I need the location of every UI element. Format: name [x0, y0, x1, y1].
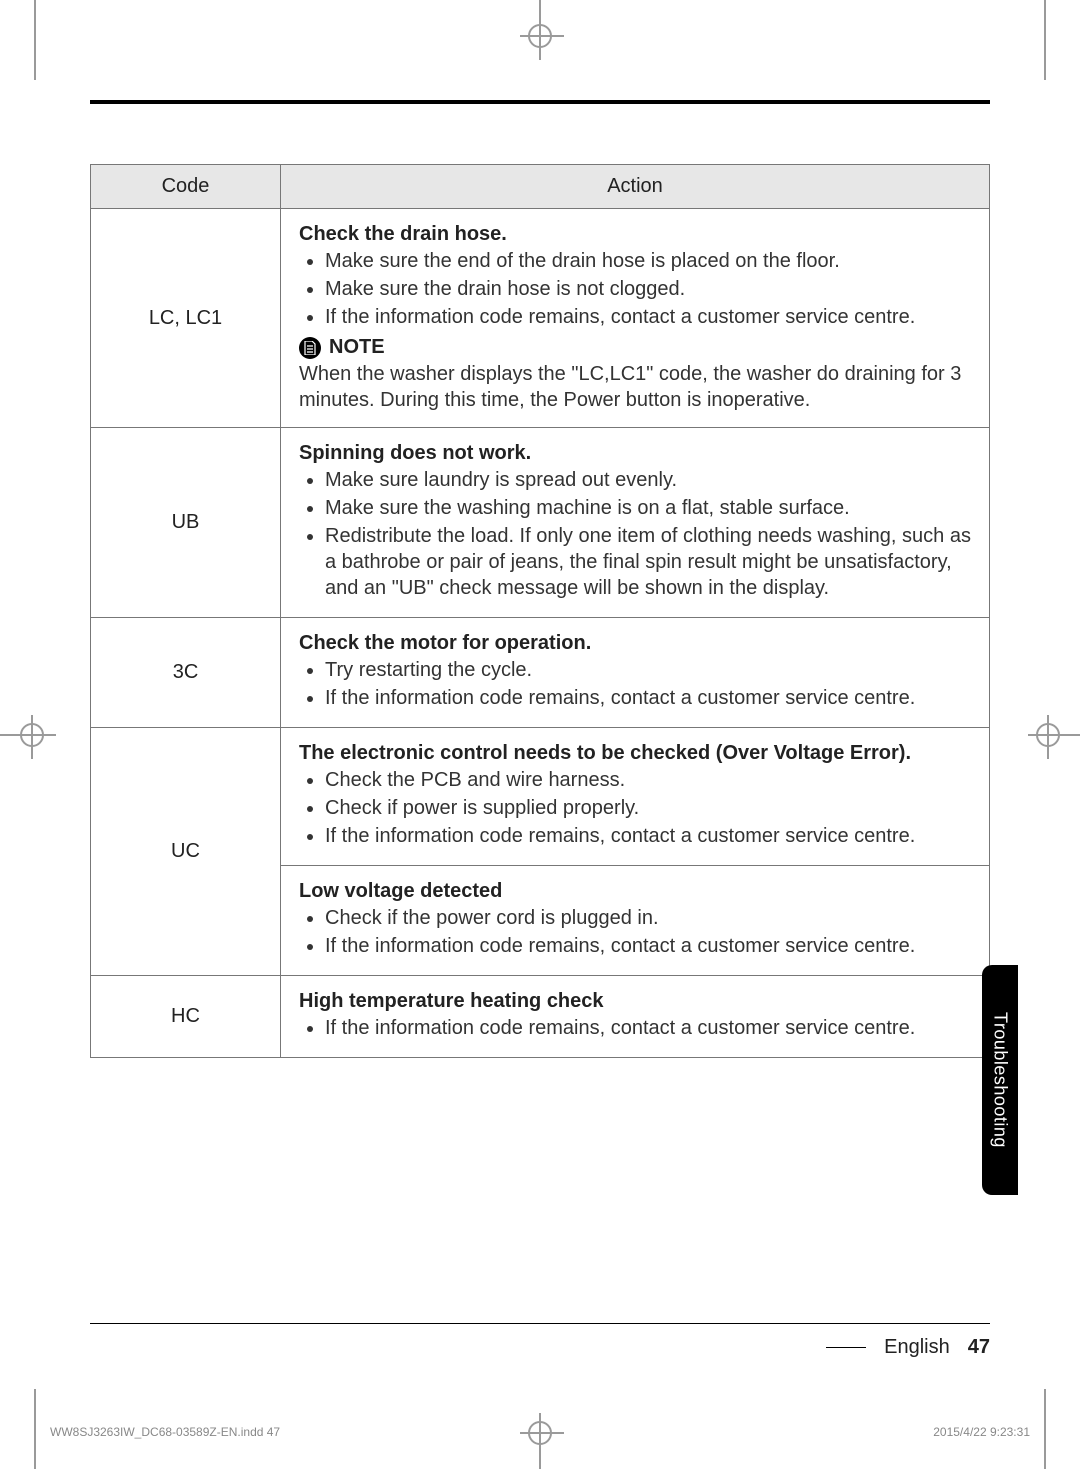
registration-mark-icon — [20, 723, 44, 747]
print-timestamp: 2015/4/22 9:23:31 — [933, 1425, 1030, 1439]
action-cell: High temperature heating check If the in… — [281, 976, 990, 1058]
registration-mark-icon — [1036, 723, 1060, 747]
registration-mark-icon — [528, 24, 552, 48]
footer-language: English — [884, 1336, 950, 1359]
action-list: Check if the power cord is plugged in. I… — [299, 905, 971, 959]
section-tab: Troubleshooting — [982, 965, 1018, 1195]
code-cell: HC — [91, 976, 281, 1058]
action-list: Try restarting the cycle. If the informa… — [299, 657, 971, 711]
crop-mark — [1044, 0, 1046, 80]
list-item: If the information code remains, contact… — [325, 685, 971, 711]
list-item: If the information code remains, contact… — [325, 1015, 971, 1041]
list-item: If the information code remains, contact… — [325, 304, 971, 330]
code-cell: LC, LC1 — [91, 209, 281, 428]
error-code-table: Code Action LC, LC1 Check the drain hose… — [90, 164, 990, 1058]
action-cell: The electronic control needs to be check… — [281, 728, 990, 866]
table-header-action: Action — [281, 165, 990, 209]
code-cell: UC — [91, 728, 281, 976]
code-cell: 3C — [91, 618, 281, 728]
list-item: Check if the power cord is plugged in. — [325, 905, 971, 931]
section-tab-label: Troubleshooting — [990, 1012, 1011, 1148]
list-item: Redistribute the load. If only one item … — [325, 523, 971, 601]
action-cell: Check the motor for operation. Try resta… — [281, 618, 990, 728]
table-header-code: Code — [91, 165, 281, 209]
print-metadata: WW8SJ3263IW_DC68-03589Z-EN.indd 47 2015/… — [0, 1425, 1080, 1439]
action-cell: Check the drain hose. Make sure the end … — [281, 209, 990, 428]
page-number: 47 — [968, 1336, 990, 1359]
table-row: UC The electronic control needs to be ch… — [91, 728, 990, 866]
action-cell: Spinning does not work. Make sure laundr… — [281, 428, 990, 618]
page-footer: English 47 — [90, 1323, 990, 1359]
action-heading: High temperature heating check — [299, 990, 971, 1013]
list-item: Make sure the drain hose is not clogged. — [325, 276, 971, 302]
top-rule — [90, 100, 990, 104]
footer-rule — [90, 1323, 990, 1324]
list-item: If the information code remains, contact… — [325, 823, 971, 849]
note-body: When the washer displays the "LC,LC1" co… — [299, 361, 971, 413]
list-item: Make sure the end of the drain hose is p… — [325, 248, 971, 274]
list-item: If the information code remains, contact… — [325, 933, 971, 959]
action-heading: Spinning does not work. — [299, 442, 971, 465]
table-row: 3C Check the motor for operation. Try re… — [91, 618, 990, 728]
table-row: UB Spinning does not work. Make sure lau… — [91, 428, 990, 618]
table-row: LC, LC1 Check the drain hose. Make sure … — [91, 209, 990, 428]
action-heading: Check the drain hose. — [299, 223, 971, 246]
print-file: WW8SJ3263IW_DC68-03589Z-EN.indd 47 — [50, 1425, 280, 1439]
crop-mark — [34, 0, 36, 80]
footer-dash — [826, 1347, 866, 1348]
note-icon — [299, 337, 321, 359]
list-item: Check the PCB and wire harness. — [325, 767, 971, 793]
manual-page: Code Action LC, LC1 Check the drain hose… — [0, 0, 1080, 1469]
action-cell: Low voltage detected Check if the power … — [281, 866, 990, 976]
action-list: If the information code remains, contact… — [299, 1015, 971, 1041]
action-list: Make sure laundry is spread out evenly. … — [299, 467, 971, 601]
action-list: Make sure the end of the drain hose is p… — [299, 248, 971, 330]
action-heading: Low voltage detected — [299, 880, 971, 903]
action-heading: The electronic control needs to be check… — [299, 742, 971, 765]
table-row: HC High temperature heating check If the… — [91, 976, 990, 1058]
code-cell: UB — [91, 428, 281, 618]
list-item: Make sure the washing machine is on a fl… — [325, 495, 971, 521]
list-item: Try restarting the cycle. — [325, 657, 971, 683]
action-heading: Check the motor for operation. — [299, 632, 971, 655]
list-item: Check if power is supplied properly. — [325, 795, 971, 821]
action-list: Check the PCB and wire harness. Check if… — [299, 767, 971, 849]
note-label: NOTE — [329, 336, 385, 359]
list-item: Make sure laundry is spread out evenly. — [325, 467, 971, 493]
